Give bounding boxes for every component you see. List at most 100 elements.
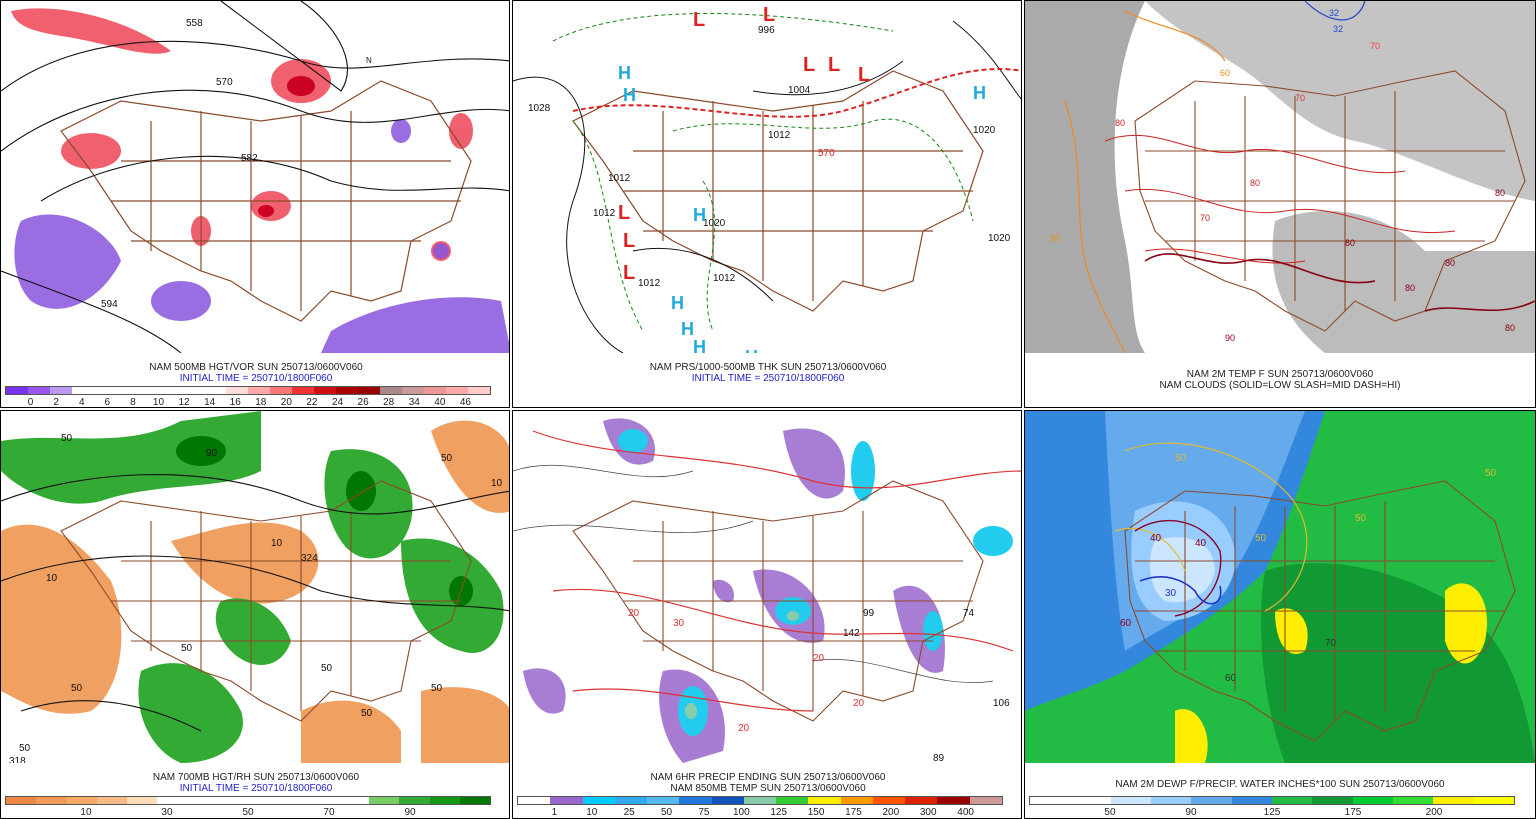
colorbar-swatch <box>28 387 50 394</box>
temp-label: 80 <box>1345 238 1355 248</box>
colorbar-swatch <box>1150 797 1192 804</box>
colorbar-swatch <box>872 797 906 804</box>
colorbar-swatch <box>338 797 369 804</box>
colorbar-swatch <box>1271 797 1313 804</box>
colorbar-tick-label: 14 <box>204 397 216 408</box>
colorbar-swatch <box>1352 797 1393 804</box>
temp-label: 60 <box>1050 233 1060 243</box>
precip-max-label: 89 <box>933 753 945 763</box>
precip-max-label: 74 <box>963 608 975 619</box>
colorbar-tick-label: 50 <box>660 807 673 818</box>
panel-clouds-legend: NAM CLOUDS (SOLID=LOW SLASH=MID DASH=HI) <box>1159 380 1401 391</box>
colorbar-swatch <box>270 387 292 394</box>
isobar-label: 1020 <box>703 218 726 229</box>
map-pressure-thickness: 996 1004 1012 1020 1028 570 1012 1020 10… <box>513 1 1021 353</box>
colorbar-swatch <box>429 797 460 804</box>
colorbar-swatch <box>50 387 72 394</box>
colorbar-tick-label: 50 <box>242 807 254 818</box>
colorbar-tick-label: 25 <box>623 807 635 818</box>
panel-precip-850mb: 20 20 20 20 30 74 89 106 142 99 NAM 6HR … <box>512 410 1022 819</box>
contour-label: 582 <box>241 153 258 164</box>
low-pressure-marker: L <box>803 54 815 76</box>
temp-850-label: 20 <box>628 608 640 619</box>
colorbar-rh <box>5 796 491 805</box>
colorbar-tick-label: 1 <box>551 807 558 818</box>
colorbar-swatch <box>187 797 218 804</box>
colorbar-swatch <box>582 797 615 804</box>
colorbar-swatch <box>647 797 680 804</box>
colorbar-swatch <box>226 387 248 394</box>
colorbar-swatch <box>358 387 380 394</box>
colorbar-swatch <box>94 387 116 394</box>
colorbar-tick-label: 125 <box>1263 807 1281 818</box>
high-pressure-marker: H <box>973 83 986 103</box>
colorbar-tick-label: 100 <box>732 807 750 818</box>
map-500mb-vorticity: 558 570 582 594 N <box>1 1 509 353</box>
panel-title: NAM 6HR PRECIP ENDING SUN 250713/0600V06… <box>650 772 886 783</box>
contour-label: 558 <box>186 18 203 29</box>
colorbar-tick-label: 175 <box>845 807 862 818</box>
panel-pressure-thickness: 996 1004 1012 1020 1028 570 1012 1020 10… <box>512 0 1022 408</box>
vorticity-center-marker: N <box>366 56 372 65</box>
panel-dewpoint-pwat: 50 50 40 50 50 30 60 40 70 60 NAM 2M DEW… <box>1024 410 1536 819</box>
dewpoint-label: 30 <box>1165 588 1177 599</box>
rh-label: 10 <box>271 538 283 549</box>
panel-title: NAM 500MB HGT/VOR SUN 250713/0600V060 <box>149 362 363 373</box>
colorbar-swatch <box>614 797 648 804</box>
rh-label: 10 <box>46 573 58 584</box>
colorbar-swatch <box>182 387 204 394</box>
contour-label: 570 <box>216 77 233 88</box>
colorbar-tick-label: 16 <box>229 397 241 408</box>
colorbar-tick-label: 2 <box>53 397 59 408</box>
colorbar-swatch <box>1110 797 1151 804</box>
temp-label: 80 <box>1115 118 1125 128</box>
rh-label: 50 <box>431 683 443 694</box>
colorbar-tick-label: 10 <box>80 807 92 818</box>
colorbar-swatch <box>446 387 468 394</box>
high-pressure-marker: H <box>623 85 636 105</box>
isobar-label: 1020 <box>973 125 996 136</box>
temp-850-label: 20 <box>738 723 750 734</box>
colorbar-swatch <box>127 797 158 804</box>
colorbar-tick-label: 26 <box>357 397 369 408</box>
colorbar-tick-label: 50 <box>1104 807 1116 818</box>
dewpoint-label: 60 <box>1225 673 1237 684</box>
colorbar-tick-label: 10 <box>586 807 598 818</box>
colorbar-tick-label: 20 <box>280 397 292 408</box>
rh-label: 10 <box>491 478 503 489</box>
rh-label: 50 <box>19 743 31 754</box>
colorbar-swatch <box>1030 797 1071 804</box>
colorbar-tick-label: 125 <box>770 807 788 818</box>
colorbar-swatch <box>72 387 94 394</box>
colorbar-swatch <box>468 387 490 394</box>
colorbar-swatch <box>518 797 551 804</box>
precip-max-label: 106 <box>993 698 1010 709</box>
temp-label: 90 <box>1225 333 1235 343</box>
height-label: 318 <box>9 756 26 763</box>
colorbar-pwat <box>1029 796 1515 805</box>
rh-label: 90 <box>206 448 218 459</box>
isobar-label: 1012 <box>768 130 791 141</box>
colorbar-swatch <box>292 387 314 394</box>
colorbar-tick-label: 90 <box>1185 807 1197 818</box>
panel-initial-time: INITIAL TIME = 250710/1800F060 <box>179 373 333 384</box>
colorbar-ticks: 1 10 25 50 75 100 125 150 175 200 300 400 <box>517 807 1003 818</box>
height-label: 324 <box>301 553 318 564</box>
low-pressure-marker: L <box>618 202 630 224</box>
colorbar-swatch <box>1231 797 1272 804</box>
colorbar-tick-label: 28 <box>383 397 395 408</box>
colorbar-swatch <box>743 797 777 804</box>
panel-title: NAM PRS/1000-500MB THK SUN 250713/0600V0… <box>649 362 887 373</box>
high-pressure-marker: H <box>693 337 706 353</box>
colorbar-swatch <box>160 387 182 394</box>
temp-label: 80 <box>1445 258 1455 268</box>
temp-label: 60 <box>1220 68 1230 78</box>
colorbar-ticks: 10 30 50 70 90 <box>5 807 491 818</box>
panel-2m-temp-clouds: 32 32 70 70 60 60 80 80 80 70 80 80 90 8… <box>1024 0 1536 408</box>
colorbar-tick-label: 400 <box>957 807 974 818</box>
colorbar-swatch <box>840 797 873 804</box>
colorbar-tick-label: 70 <box>323 807 335 818</box>
colorbar-tick-label: 30 <box>161 807 173 818</box>
rh-label: 50 <box>321 663 333 674</box>
